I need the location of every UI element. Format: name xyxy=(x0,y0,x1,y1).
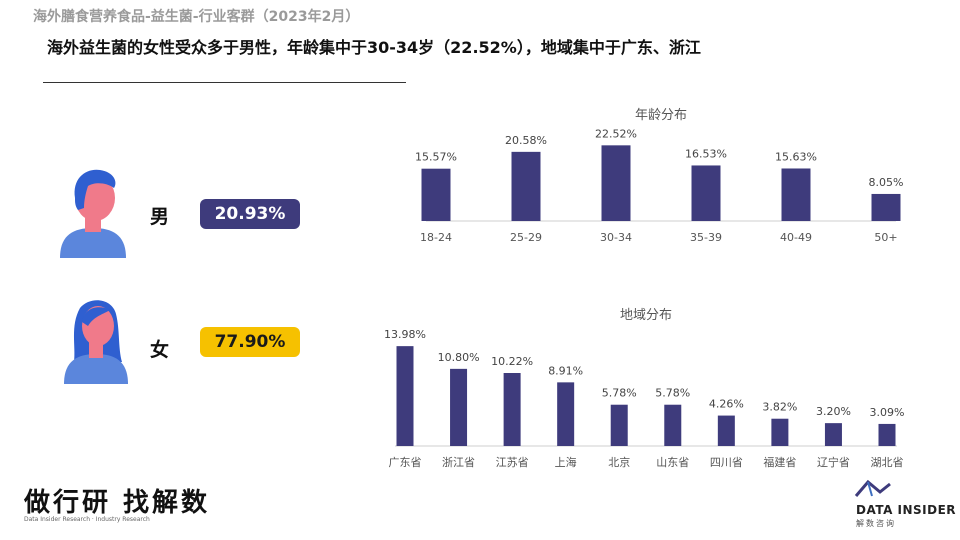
category-tick-label: 50+ xyxy=(874,231,897,244)
category-tick-label: 25-29 xyxy=(510,231,542,244)
category-tick-label: 北京 xyxy=(608,455,630,469)
female-label: 女 xyxy=(150,339,170,361)
page-headline: 海外益生菌的女性受众多于男性，年龄集中于30-34岁（22.52%），地域集中于… xyxy=(47,38,701,57)
footer-brand: 做行研 找解数 xyxy=(24,488,211,518)
chart-title: 年龄分布 xyxy=(635,108,687,123)
category-tick-label: 广东省 xyxy=(389,456,422,469)
data-label: 4.26% xyxy=(709,398,744,411)
category-tick-label: 江苏省 xyxy=(496,456,529,469)
bar xyxy=(601,145,631,221)
category-tick-label: 山东省 xyxy=(656,456,689,469)
data-label: 10.22% xyxy=(491,355,533,368)
bar xyxy=(824,423,842,446)
category-tick-label: 上海 xyxy=(555,455,577,469)
male-share-badge: 20.93% xyxy=(200,199,300,229)
data-label: 15.63% xyxy=(775,150,817,163)
category-tick-label: 福建省 xyxy=(763,455,796,469)
category-tick-label: 湖北省 xyxy=(871,456,904,469)
age-distribution-chart: 年龄分布 15.57% 18-24 20.58% 25-29 22.52% 30-34 16.… xyxy=(415,108,904,244)
data-label: 5.78% xyxy=(602,387,637,400)
bar xyxy=(717,415,735,446)
bar xyxy=(664,404,682,446)
category-tick-label: 四川省 xyxy=(710,456,743,469)
bar xyxy=(503,373,521,446)
data-label: 22.52% xyxy=(595,127,637,140)
data-label: 5.78% xyxy=(655,387,690,400)
chart-title: 地域分布 xyxy=(620,308,672,323)
data-insider-logo-icon xyxy=(854,479,891,497)
bar xyxy=(771,418,789,446)
region-distribution-chart: 地域分布 13.98% 广东省 10.80% 浙江省 10.22% 江苏省 8.91% 上海 5.… xyxy=(384,308,905,469)
headline-divider xyxy=(43,82,406,83)
data-label: 8.91% xyxy=(548,364,583,377)
female-person-icon xyxy=(64,300,128,384)
data-label: 16.53% xyxy=(685,147,727,160)
bar xyxy=(421,168,451,221)
category-tick-label: 辽宁省 xyxy=(817,455,850,469)
data-label: 3.09% xyxy=(870,406,905,419)
category-tick-label: 浙江省 xyxy=(442,456,475,469)
category-tick-label: 30-34 xyxy=(600,231,632,244)
bar xyxy=(871,193,901,221)
male-label: 男 xyxy=(150,206,170,228)
category-tick-label: 35-39 xyxy=(690,231,722,244)
female-share-badge: 77.90% xyxy=(200,327,300,357)
data-label: 20.58% xyxy=(505,134,547,147)
bar xyxy=(878,423,896,446)
data-label: 10.80% xyxy=(438,351,480,364)
data-label: 3.82% xyxy=(762,401,797,414)
male-person-icon xyxy=(60,169,126,258)
bar xyxy=(511,151,541,221)
bar xyxy=(781,168,811,221)
page-supertitle: 海外膳食营养食品-益生菌-行业客群（2023年2月） xyxy=(33,9,360,25)
data-label: 13.98% xyxy=(384,328,426,341)
category-tick-label: 40-49 xyxy=(780,231,812,244)
logo-subtext: 解数咨询 xyxy=(856,519,896,528)
data-label: 8.05% xyxy=(869,176,904,189)
logo-text: DATA INSIDER xyxy=(856,503,957,517)
bar xyxy=(450,368,468,446)
bar xyxy=(557,382,575,446)
bar xyxy=(610,404,628,446)
footer-subtitle: Data Insider Research · Industry Researc… xyxy=(24,516,150,523)
category-tick-label: 18-24 xyxy=(420,231,452,244)
data-label: 3.20% xyxy=(816,405,851,418)
bar xyxy=(396,346,414,446)
bar xyxy=(691,165,721,221)
data-label: 15.57% xyxy=(415,151,457,164)
